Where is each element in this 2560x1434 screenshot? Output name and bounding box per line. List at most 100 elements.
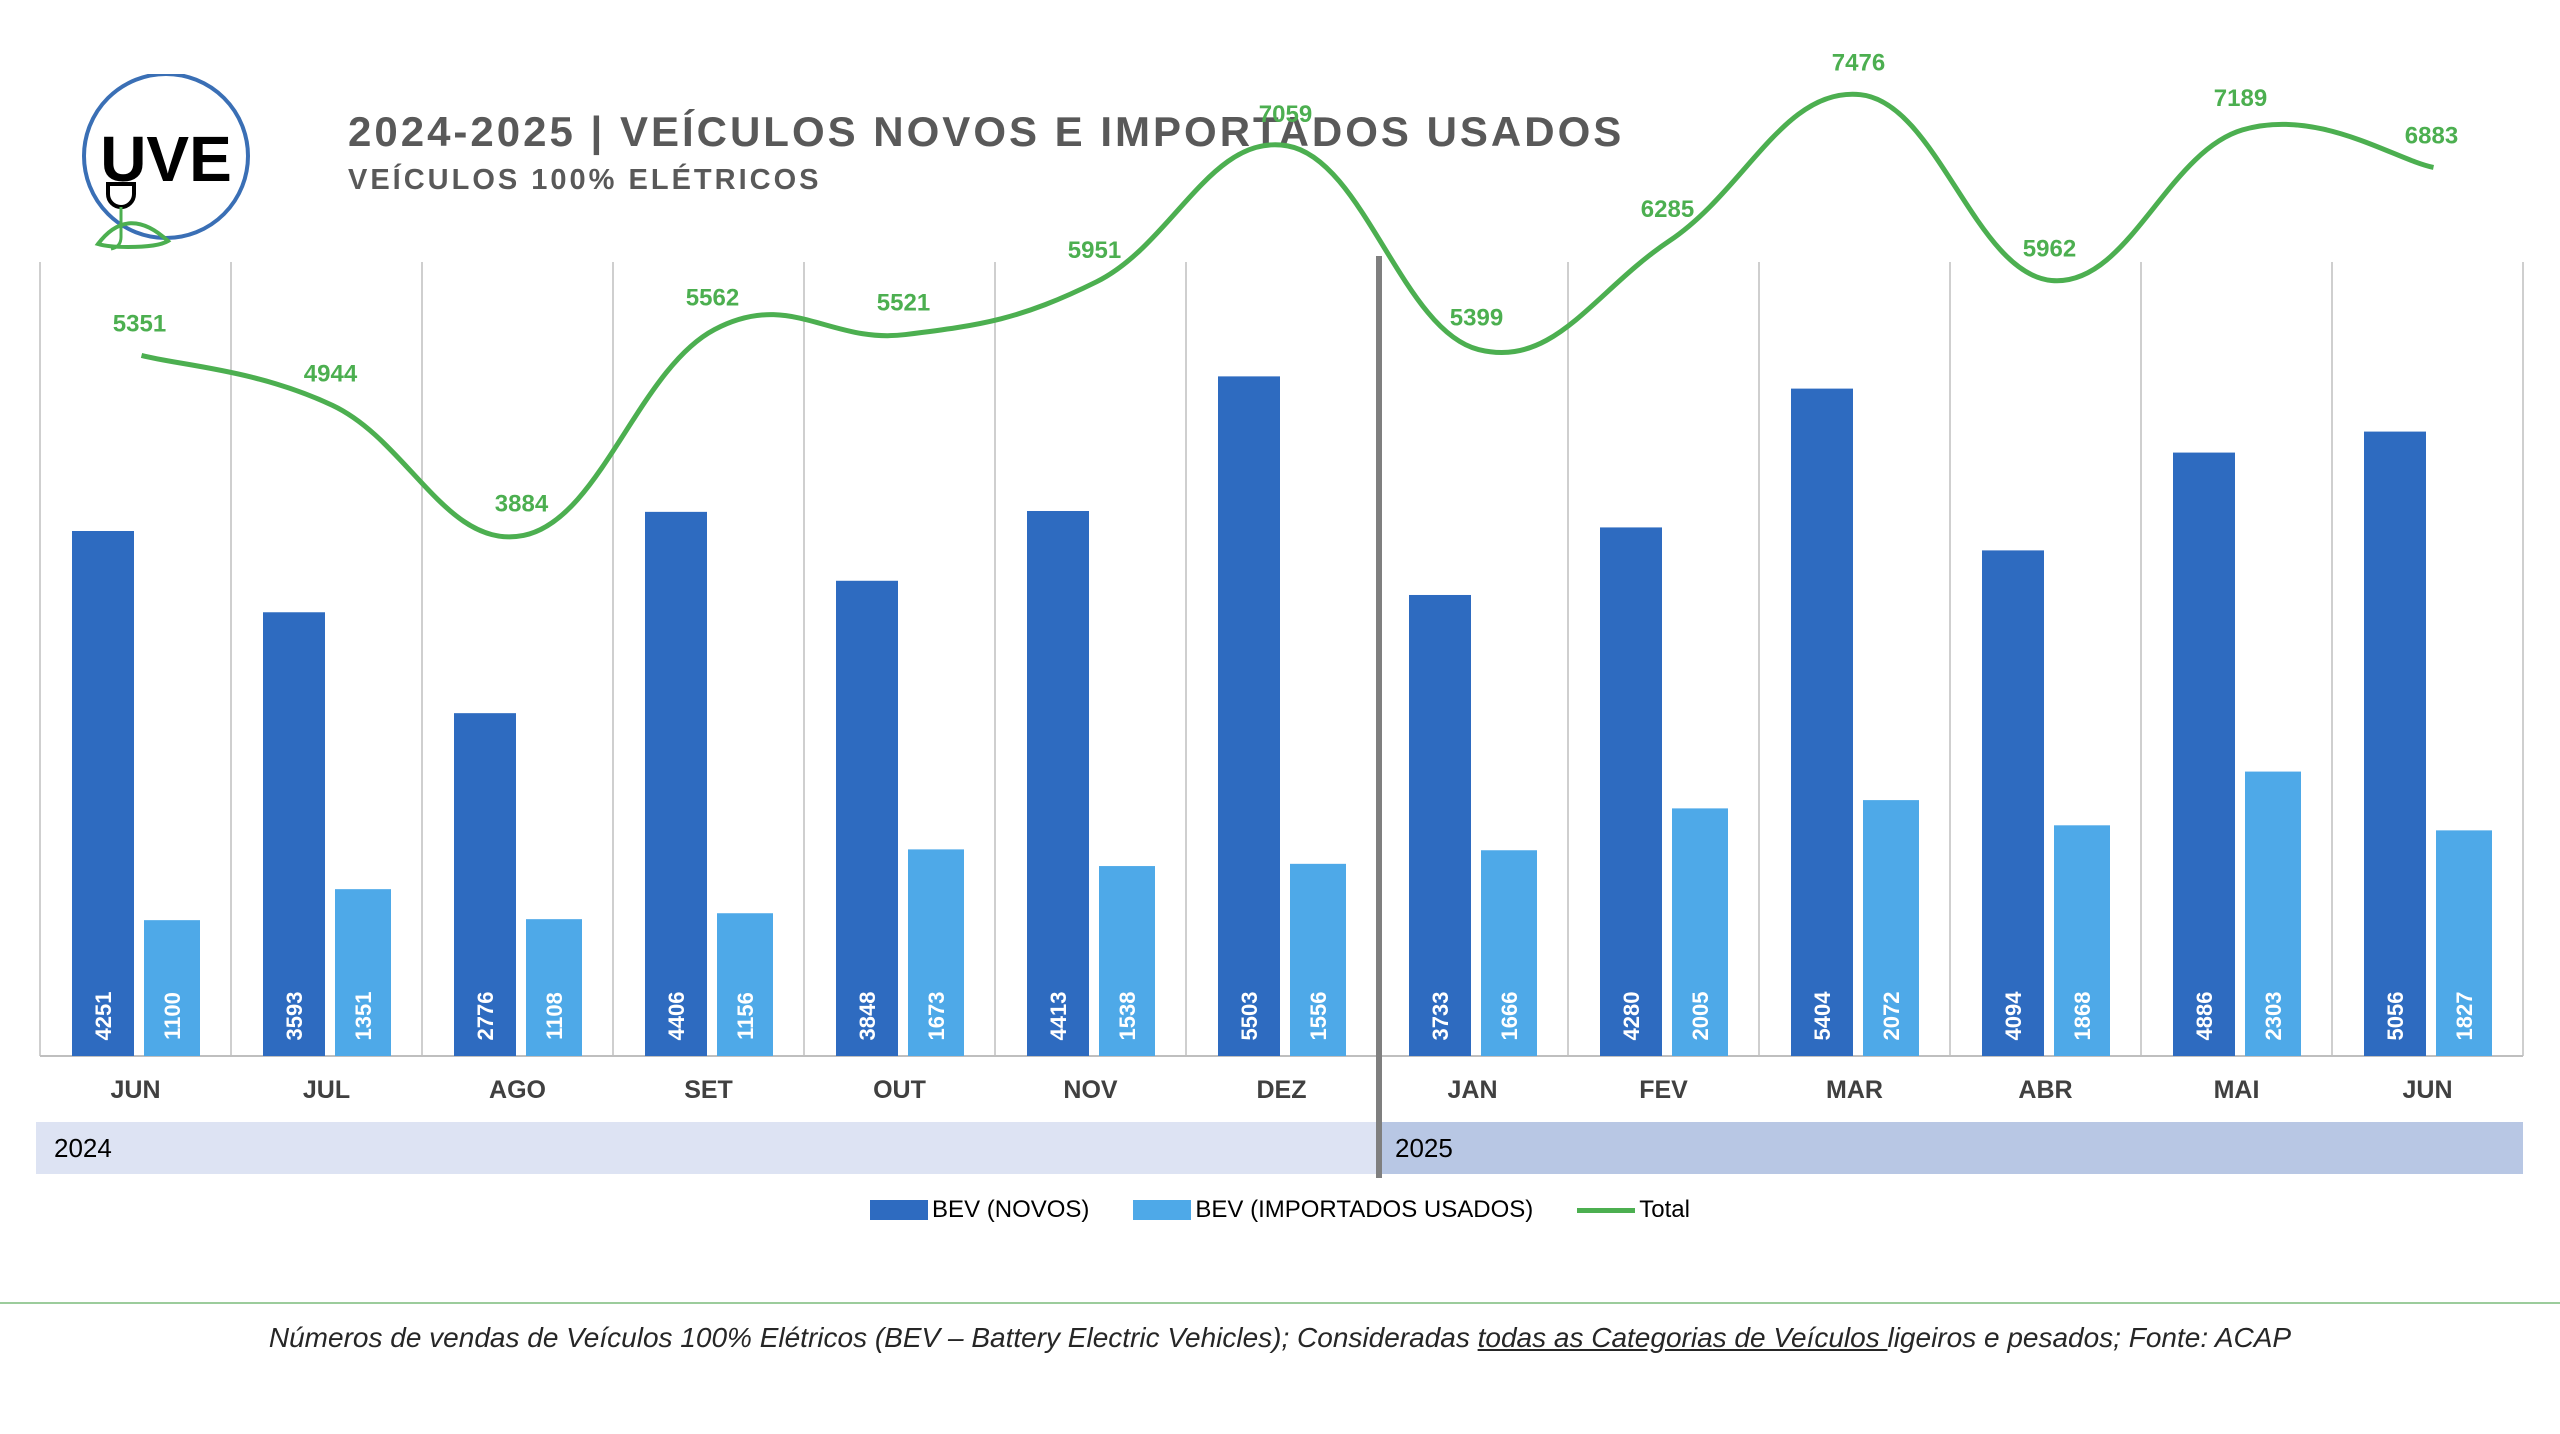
footnote-part2: ligeiros e pesados; Fonte: ACAP [1887, 1322, 2292, 1353]
footer-divider [0, 1302, 2560, 1304]
total-line [140, 91, 2435, 540]
bar-label-usados: 1108 [542, 992, 567, 1040]
bar-novos [1218, 376, 1280, 1056]
bar-novos [1982, 550, 2044, 1056]
bar-usados [2436, 830, 2492, 1056]
total-label: 5351 [113, 310, 166, 337]
bar-label-usados: 2303 [2261, 992, 2286, 1041]
total-label: 7189 [2214, 85, 2267, 112]
chart-legend: BEV (NOVOS) BEV (IMPORTADOS USADOS) Tota… [0, 1196, 2560, 1224]
bar-usados [1481, 850, 1537, 1056]
bar-label-novos: 3593 [282, 992, 307, 1041]
bar-novos [2173, 452, 2235, 1057]
bar-novos [1791, 388, 1853, 1057]
bar-novos [1600, 527, 1662, 1056]
year-label: 2025 [1395, 1133, 1453, 1163]
legend-label-novos: BEV (NOVOS) [932, 1196, 1090, 1223]
bar-label-usados: 1868 [2070, 992, 2095, 1041]
footnote: Números de vendas de Veículos 100% Elétr… [0, 1322, 2560, 1354]
bar-novos [1409, 594, 1471, 1056]
year-band [36, 1122, 1377, 1174]
footnote-underlined: todas as Categorias de Veículos [1477, 1322, 1888, 1353]
month-label: OUT [873, 1076, 926, 1104]
page-subtitle: VEÍCULOS 100% ELÉTRICOS [348, 164, 822, 196]
bar-label-usados: 1666 [1497, 992, 1522, 1041]
legend-swatch-total [1577, 1207, 1636, 1213]
legend-label-total: Total [1639, 1196, 1690, 1223]
month-label: JUN [110, 1076, 160, 1104]
total-label: 4944 [304, 360, 358, 387]
month-label: JUL [303, 1076, 350, 1104]
bar-label-usados: 1538 [1115, 992, 1140, 1041]
total-label: 6883 [2405, 122, 2458, 149]
month-label: NOV [1063, 1076, 1118, 1104]
bar-label-usados: 1827 [2452, 992, 2477, 1041]
year-band [1377, 1122, 2523, 1174]
bar-label-usados: 2072 [1879, 992, 1904, 1041]
month-label: JAN [1447, 1076, 1497, 1104]
month-label: DEZ [1257, 1076, 1307, 1104]
legend-item-usados: BEV (IMPORTADOS USADOS) [1133, 1196, 1533, 1224]
bar-usados [1099, 866, 1155, 1056]
bar-usados [1290, 863, 1346, 1056]
total-label: 5521 [877, 290, 930, 317]
bar-label-usados: 1100 [160, 992, 185, 1040]
footnote-part1: Números de vendas de Veículos 100% Elétr… [268, 1322, 1478, 1353]
bar-label-usados: 1156 [733, 992, 758, 1040]
bar-usados [908, 849, 964, 1056]
bar-label-novos: 3733 [1428, 992, 1453, 1041]
month-label: JUN [2402, 1076, 2452, 1104]
bar-novos [836, 580, 898, 1056]
legend-item-total: Total [1577, 1196, 1690, 1224]
bar-usados [335, 889, 391, 1056]
month-label: AGO [489, 1076, 546, 1104]
bar-usados [2245, 771, 2301, 1056]
total-label: 5951 [1068, 237, 1121, 264]
bar-novos [645, 511, 707, 1056]
total-label: 7059 [1259, 101, 1312, 128]
total-label: 7476 [1832, 50, 1885, 77]
legend-swatch-usados [1133, 1200, 1192, 1220]
bar-novos [263, 612, 325, 1056]
bar-label-usados: 1673 [924, 992, 949, 1041]
bar-label-novos: 4280 [1619, 992, 1644, 1041]
legend-item-novos: BEV (NOVOS) [870, 1196, 1089, 1224]
bar-usados [144, 920, 200, 1056]
total-label: 5962 [2023, 235, 2076, 262]
bar-novos [72, 531, 134, 1056]
bar-label-novos: 4406 [664, 992, 689, 1041]
total-label: 3884 [495, 490, 549, 517]
month-label: SET [684, 1076, 733, 1104]
page-title: 2024-2025 | VEÍCULOS NOVOS E IMPORTADOS … [348, 108, 1625, 155]
bar-label-novos: 5056 [2383, 992, 2408, 1041]
total-label: 6285 [1641, 196, 1694, 223]
bar-usados [2054, 825, 2110, 1056]
bar-label-novos: 5404 [1810, 991, 1835, 1041]
bar-novos [454, 713, 516, 1056]
bar-label-novos: 2776 [473, 992, 498, 1041]
bar-label-novos: 3848 [855, 992, 880, 1041]
bar-usados [717, 913, 773, 1056]
bar-label-novos: 4886 [2192, 992, 2217, 1041]
total-label: 5399 [1450, 305, 1503, 332]
legend-label-usados: BEV (IMPORTADOS USADOS) [1195, 1196, 1534, 1223]
month-label: MAI [2214, 1076, 2260, 1104]
month-label: ABR [2018, 1076, 2072, 1104]
bar-label-novos: 5503 [1237, 992, 1262, 1041]
bar-label-usados: 1351 [351, 992, 376, 1041]
legend-swatch-novos [870, 1200, 929, 1220]
total-label: 5562 [686, 285, 739, 312]
uve-logo: UVE [82, 74, 250, 251]
bar-label-novos: 4413 [1046, 992, 1071, 1041]
bar-label-usados: 2005 [1688, 992, 1713, 1041]
month-label: FEV [1639, 1076, 1688, 1104]
bar-usados [1863, 800, 1919, 1056]
bar-label-novos: 4251 [91, 992, 116, 1041]
bar-label-novos: 4094 [2001, 991, 2026, 1041]
bar-novos [2364, 431, 2426, 1057]
month-label: MAR [1826, 1076, 1883, 1104]
bar-novos [1027, 510, 1089, 1056]
year-label: 2024 [54, 1133, 112, 1163]
bar-label-usados: 1556 [1306, 992, 1331, 1041]
